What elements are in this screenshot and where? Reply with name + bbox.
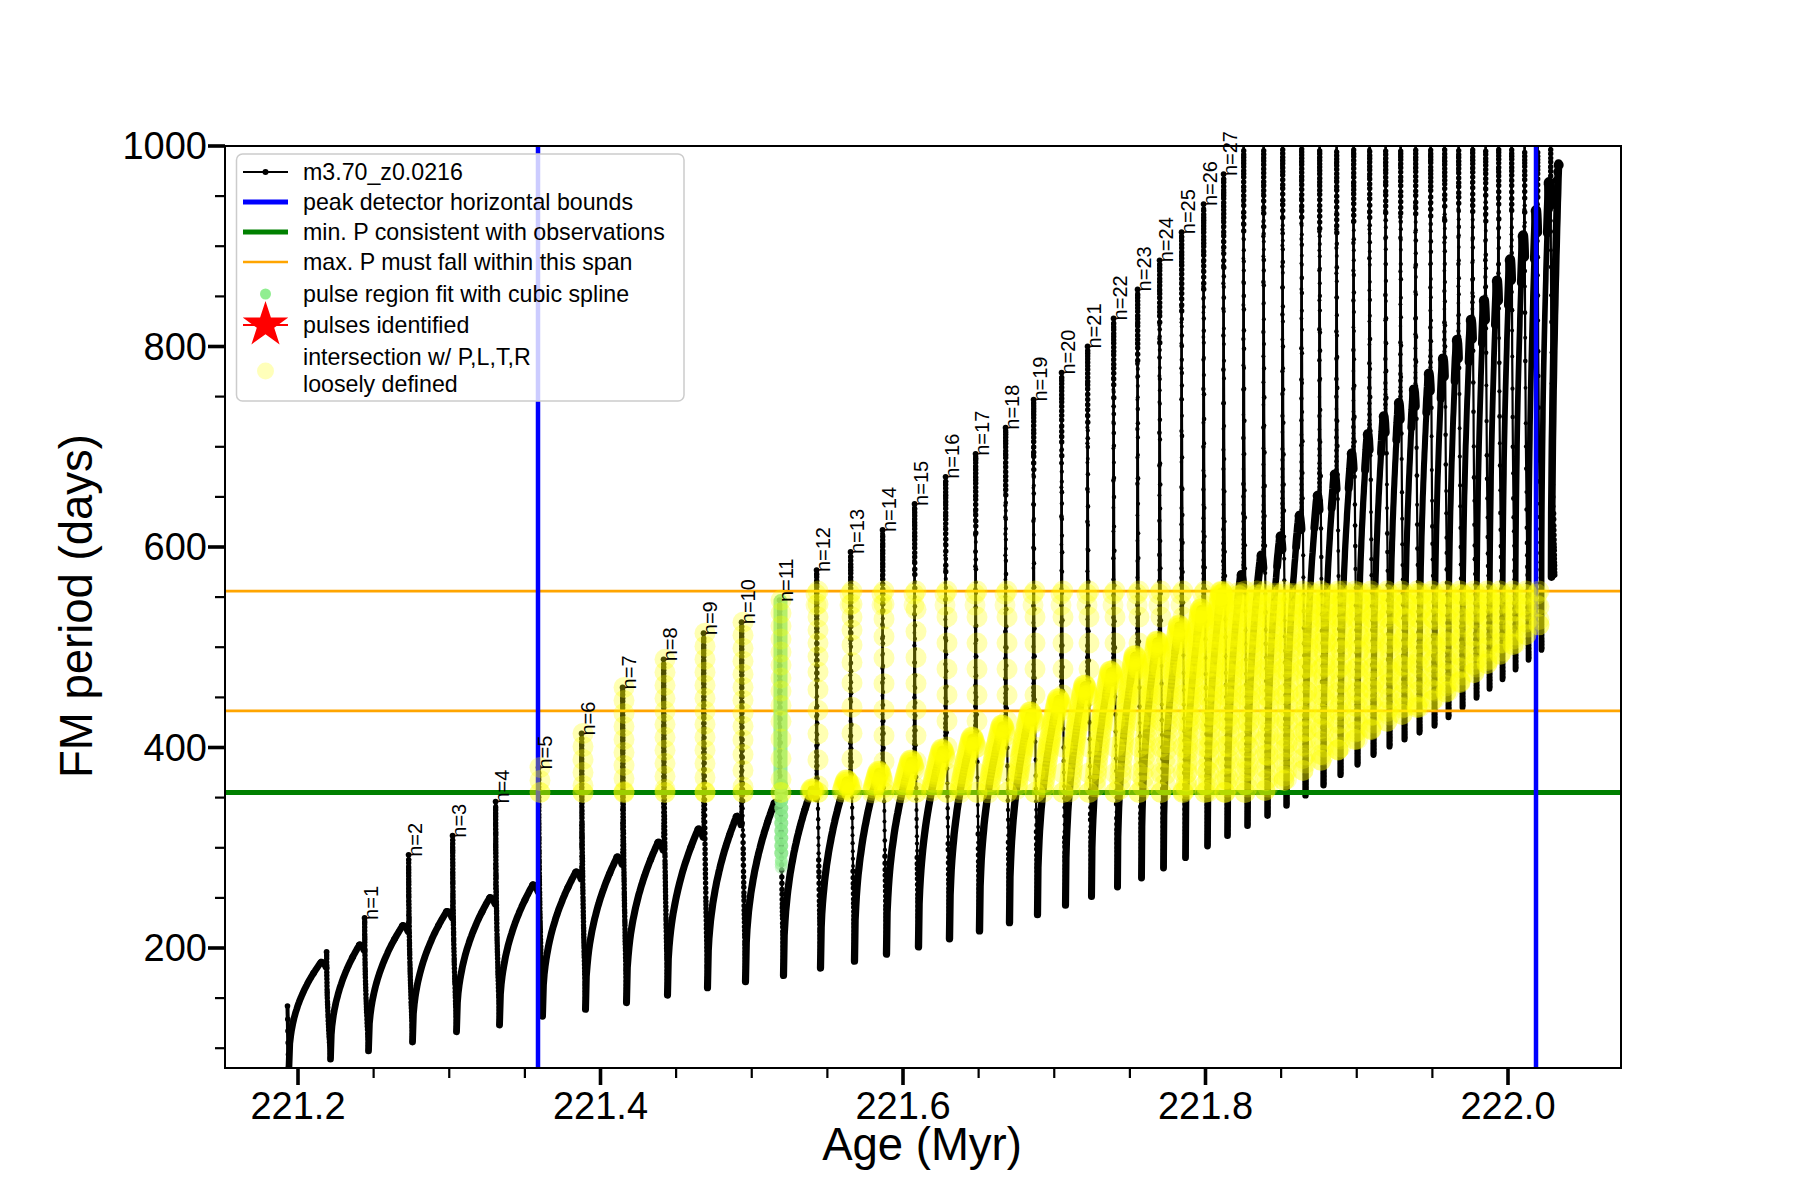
svg-text:800: 800 [144,326,207,368]
svg-text:intersection w/ P,L,T,R: intersection w/ P,L,T,R [303,344,531,370]
svg-text:n=11: n=11 [775,559,797,603]
svg-text:1000: 1000 [122,125,207,167]
svg-text:n=20: n=20 [1057,330,1079,375]
svg-text:n=18: n=18 [1001,385,1023,430]
svg-text:n=3: n=3 [448,804,470,838]
svg-text:n=13: n=13 [846,509,868,554]
svg-text:n=19: n=19 [1029,357,1051,402]
svg-text:pulses identified: pulses identified [303,312,469,338]
svg-text:n=4: n=4 [491,770,513,804]
svg-text:FM period (days): FM period (days) [51,434,102,778]
svg-text:n=1: n=1 [360,886,382,920]
svg-text:221.4: 221.4 [553,1085,648,1127]
svg-text:min. P consistent with observa: min. P consistent with observations [303,219,665,245]
svg-text:n=2: n=2 [404,823,426,857]
svg-text:max. P must fall within this s: max. P must fall within this span [303,249,632,275]
svg-text:n=25: n=25 [1177,189,1199,234]
svg-text:221.2: 221.2 [250,1085,345,1127]
svg-text:n=14: n=14 [878,487,900,532]
svg-text:n=5: n=5 [534,736,556,770]
svg-text:n=27: n=27 [1219,131,1241,176]
svg-text:n=7: n=7 [618,655,640,689]
svg-text:pulse region fit with cubic sp: pulse region fit with cubic spline [303,281,629,307]
svg-text:peak detector horizontal bound: peak detector horizontal bounds [303,189,633,215]
svg-text:n=22: n=22 [1109,275,1131,320]
svg-text:n=17: n=17 [971,411,993,456]
svg-text:n=24: n=24 [1155,217,1177,262]
svg-text:n=23: n=23 [1133,246,1155,291]
svg-text:222.0: 222.0 [1460,1085,1555,1127]
svg-text:n=16: n=16 [941,434,963,479]
svg-text:600: 600 [144,526,207,568]
svg-text:n=21: n=21 [1083,303,1105,348]
svg-text:loosely defined: loosely defined [303,371,458,397]
svg-text:n=26: n=26 [1199,161,1221,206]
svg-text:Age (Myr): Age (Myr) [822,1119,1022,1170]
svg-text:n=6: n=6 [577,702,599,736]
svg-text:n=10: n=10 [737,579,759,624]
svg-text:221.8: 221.8 [1158,1085,1253,1127]
svg-text:m3.70_z0.0216: m3.70_z0.0216 [303,159,463,185]
svg-text:n=12: n=12 [812,527,834,572]
svg-text:n=15: n=15 [910,461,932,506]
svg-text:n=9: n=9 [699,601,721,635]
svg-text:200: 200 [144,927,207,969]
svg-text:n=8: n=8 [659,627,681,661]
svg-text:400: 400 [144,727,207,769]
